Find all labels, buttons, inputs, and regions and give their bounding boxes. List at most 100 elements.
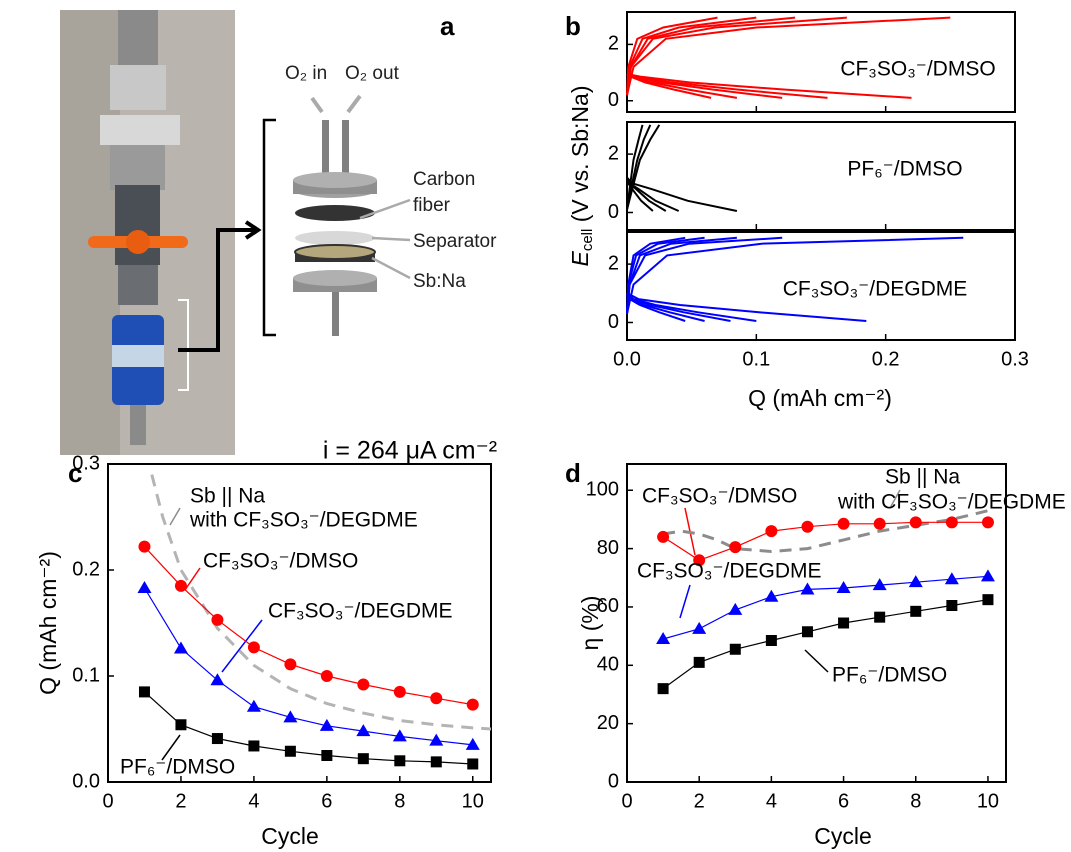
series-line — [662, 509, 989, 554]
diagram-label: Separator — [413, 231, 497, 252]
y-tick-label: 0.2 — [72, 558, 100, 580]
y-tick-label: 0 — [608, 201, 619, 223]
y-axis-label: Q (mAh cm⁻²) — [35, 551, 61, 695]
point — [394, 755, 406, 767]
point — [284, 658, 297, 671]
point — [356, 724, 371, 737]
point — [765, 525, 778, 538]
plot-frame — [626, 121, 1016, 231]
x-axis-label: Cycle — [261, 823, 319, 849]
y-tick-label: 0.1 — [72, 664, 100, 686]
y-tick-label: 0 — [608, 311, 619, 333]
point — [248, 740, 260, 752]
series-line — [626, 236, 686, 314]
panel-label: c — [68, 458, 82, 488]
point — [392, 729, 407, 742]
point — [801, 626, 813, 638]
point — [909, 516, 922, 529]
y-tick-label: 60 — [597, 595, 619, 617]
plot-frame — [626, 463, 1007, 783]
panel-label: b — [565, 11, 581, 41]
point — [283, 710, 298, 723]
point — [944, 572, 959, 585]
series-line — [662, 575, 989, 640]
point — [657, 530, 670, 543]
series-line — [626, 292, 867, 322]
point — [319, 718, 334, 731]
point — [692, 621, 707, 634]
point — [467, 758, 479, 770]
point — [211, 613, 224, 626]
y-axis-label-rest: (V vs. Sb:Na) — [567, 85, 593, 228]
point — [357, 753, 369, 765]
series-line — [626, 16, 718, 96]
point — [393, 685, 406, 698]
x-tick-label: 10 — [462, 790, 484, 812]
x-tick-label: 6 — [321, 790, 332, 812]
point — [211, 733, 223, 745]
series-line — [626, 236, 964, 314]
point — [729, 643, 741, 655]
point — [837, 517, 850, 530]
diagram-label: Carbon — [413, 169, 475, 190]
point — [357, 678, 370, 691]
point — [693, 554, 706, 567]
point — [247, 641, 260, 654]
point — [801, 520, 814, 533]
series-line — [150, 474, 492, 731]
point — [873, 517, 886, 530]
x-tick-label: 2 — [694, 790, 705, 812]
series-line — [626, 124, 644, 210]
annotation: PF₆⁻/DMSO — [832, 664, 947, 687]
point — [693, 656, 705, 668]
x-tick-label: 2 — [175, 790, 186, 812]
annotation: CF₃SO₃⁻/DMSO — [840, 58, 995, 81]
annotation: with CF₃SO₃⁻/DEGDME — [189, 509, 418, 532]
point — [982, 594, 994, 606]
annotation: Sb || Na — [190, 485, 265, 508]
series-line — [626, 176, 738, 212]
point — [838, 617, 850, 629]
series-line — [626, 292, 731, 322]
series-line — [143, 587, 473, 746]
series-line — [144, 691, 473, 765]
point — [321, 750, 333, 761]
point — [137, 581, 152, 594]
point — [764, 589, 779, 602]
series-line — [662, 599, 989, 690]
point — [465, 737, 480, 750]
x-tick-label: 0.1 — [742, 348, 770, 370]
x-tick-label: 6 — [838, 790, 849, 812]
x-tick-label: 8 — [910, 790, 921, 812]
point — [210, 673, 225, 686]
point — [284, 745, 296, 757]
point — [657, 683, 669, 695]
plot-frame — [107, 463, 492, 783]
y-tick-label: 20 — [597, 712, 619, 734]
y-axis-label-subscript: cell — [579, 229, 596, 252]
y-tick-label: 0 — [608, 770, 619, 792]
annotation: PF₆⁻/DMSO — [120, 756, 235, 779]
x-tick-label: 4 — [248, 790, 259, 812]
y-tick-label: 0 — [608, 89, 619, 111]
y-tick-label: 80 — [597, 537, 619, 559]
point — [138, 540, 151, 553]
series-line — [144, 546, 473, 706]
y-tick-label: 2 — [608, 33, 619, 55]
y-tick-label: 40 — [597, 654, 619, 676]
point — [765, 635, 777, 647]
point — [429, 733, 444, 746]
series-line — [626, 16, 951, 96]
point — [320, 670, 333, 682]
point — [910, 605, 922, 617]
annotation: CF₃SO₃⁻/DMSO — [203, 550, 358, 573]
annotation: with CF₃SO₃⁻/DEGDME — [837, 491, 1066, 514]
y-tick-label: 2 — [608, 252, 619, 274]
y-axis-label-symbol: E — [567, 251, 593, 267]
y-tick-label: 2 — [608, 142, 619, 164]
point — [980, 569, 995, 582]
point — [872, 578, 887, 591]
y-tick-label: 0.0 — [72, 770, 100, 792]
